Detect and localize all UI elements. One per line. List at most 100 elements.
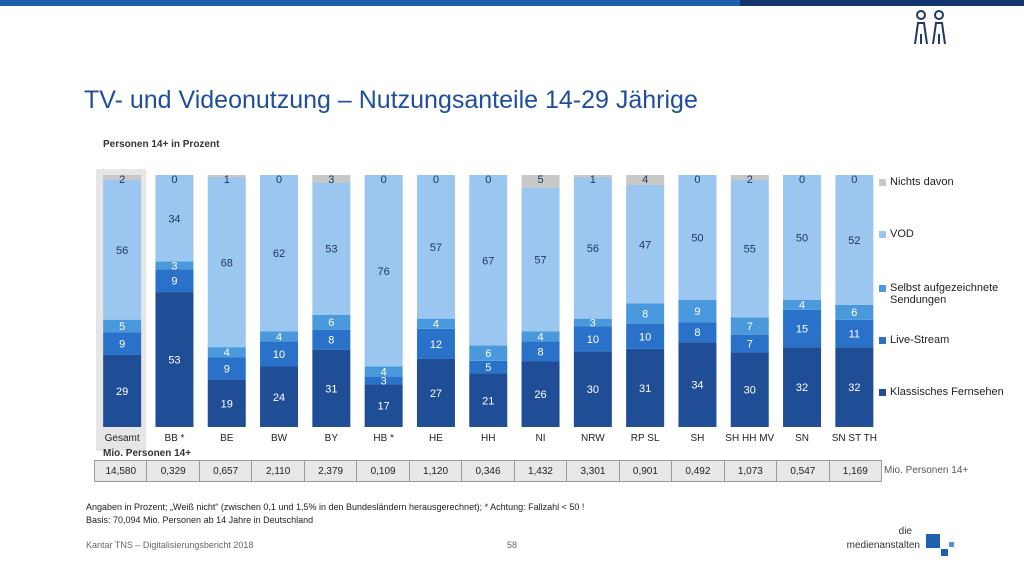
legend-swatch [879,285,886,292]
data-label: 0 [694,174,700,186]
data-label: 4 [642,174,648,186]
data-label: 19 [221,398,233,410]
data-label: 0 [851,174,857,186]
mio-side-label: Mio. Personen 14+ [884,465,969,476]
legend-swatch [879,389,886,396]
data-label: 30 [587,384,599,396]
data-label: 2 [747,174,753,186]
data-label: 9 [224,363,230,375]
data-label: 34 [168,213,180,225]
bar-segment [730,334,769,353]
data-label: 17 [378,401,390,413]
bar-segment [260,366,299,427]
data-label: 3 [590,317,596,329]
data-label: 52 [848,235,860,247]
bar-segment [521,187,560,332]
data-label: 3 [381,375,387,387]
data-label: 53 [168,355,180,367]
data-label: 0 [485,174,491,186]
bar-segment [730,352,769,427]
data-label: 47 [639,239,651,251]
data-label: 57 [534,254,546,266]
data-label: 55 [744,244,756,256]
medienanstalten-logo: die medienanstalten [846,524,956,564]
bar-segment [783,299,822,310]
bar-segment [521,361,560,427]
mio-cell: 0,492 [672,461,725,481]
data-label: 68 [221,257,233,269]
bar-segment [103,175,142,180]
bar-segment [626,323,665,349]
bar-segment [521,331,560,342]
mio-cell: 0,346 [462,461,515,481]
data-label: 56 [116,245,128,257]
data-label: 4 [276,331,282,343]
legend-label: Selbst aufgezeichnete Sendungen [890,282,999,306]
bar-segment [312,175,351,183]
bar-segment [783,175,822,300]
bar-segment [573,175,612,178]
category-tick-label: BE [220,433,234,444]
bar-segment [573,326,612,352]
mio-cell: 14,580 [95,461,148,481]
bar-segment [155,292,194,427]
bar-segment [678,299,717,323]
data-label: 6 [485,348,491,360]
bar-segment [103,332,142,355]
bar-segment [207,357,246,380]
bar-segment [207,175,246,178]
bar-segment [521,341,560,362]
data-label: 31 [639,383,651,395]
footnote-2: Basis: 70,094 Mio. Personen ab 14 Jahre … [86,515,314,525]
category-tick-label: HE [429,433,443,444]
mio-table-title: Mio. Personen 14+ [103,448,192,459]
data-label: 32 [796,382,808,394]
data-label: 4 [433,319,439,331]
category-tick-label: RP SL [631,433,660,444]
data-label: 5 [119,321,125,333]
legend-item: Live-Stream [879,334,949,346]
data-label: 0 [799,174,805,186]
bar-segment [260,341,299,367]
category-tick-label: BW [271,433,288,444]
bar-segment [835,304,874,320]
category-tick-label: SN ST TH [832,433,877,444]
data-label: 8 [642,309,648,321]
bar-segment [730,175,769,180]
data-label: 4 [381,367,387,379]
logo-text-2: medienanstalten [846,540,920,551]
top-accent-bar [0,0,1024,6]
bar-segment [783,347,822,427]
category-tick-label: HH [481,433,495,444]
data-label: 29 [116,386,128,398]
data-label: 50 [796,232,808,244]
data-label: 9 [694,306,700,318]
data-label: 5 [537,174,543,186]
footer-source: Kantar TNS – Digitalisierungsbericht 201… [86,540,254,550]
chart-subtitle: Personen 14+ in Prozent [103,139,220,150]
bar-segment [626,185,665,304]
bar-segment [573,177,612,319]
data-label: 9 [171,276,177,288]
data-label: 8 [694,327,700,339]
data-label: 24 [273,392,285,404]
data-label: 30 [744,385,756,397]
bar-segment [103,319,142,333]
mio-cell: 0,547 [777,461,830,481]
legend-label: Live-Stream [890,334,950,346]
data-label: 0 [171,174,177,186]
data-label: 6 [328,317,334,329]
mio-table: 14,580 0,329 0,657 2,110 2,379 0,109 1,120 0,34… [94,460,882,482]
legend-item: Klassisches Fernsehen [879,386,1004,398]
data-label: 62 [273,248,285,260]
footnote-1: Angaben in Prozent; „Weiß nicht“ (zwisch… [86,502,585,512]
legend-label: Klassisches Fernsehen [890,386,1004,398]
bar-segment [835,347,874,427]
bar-segment [207,379,246,427]
category-tick-label: Gesamt [105,433,140,444]
bar-segment [260,331,299,342]
bar-segment [573,351,612,427]
data-label: 11 [849,328,860,340]
bar-segment [469,360,508,374]
category-tick-label: SN [795,433,809,444]
